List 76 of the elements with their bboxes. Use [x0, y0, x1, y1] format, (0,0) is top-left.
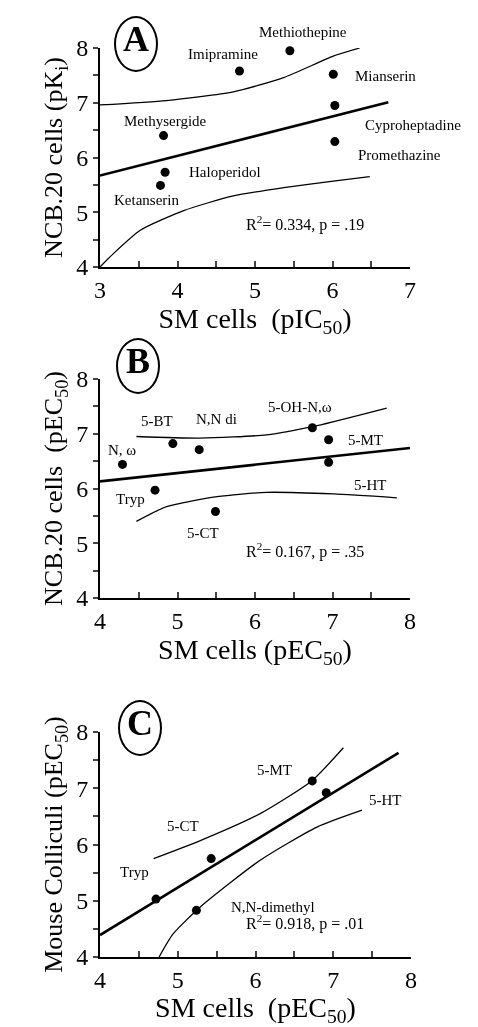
annotation: 5-CT	[187, 525, 219, 541]
annotation: Methysergide	[124, 113, 207, 129]
x-tick-label: 4	[171, 276, 184, 303]
point	[194, 445, 204, 455]
annotation: Ketanserin	[114, 192, 180, 208]
y-tick-label: 7	[76, 90, 89, 117]
annotation: Haloperidol	[189, 164, 261, 180]
y-tick-label: 8	[76, 35, 89, 62]
point	[324, 457, 334, 467]
y-tick-label: 4	[76, 254, 89, 281]
x-tick-label: 6	[249, 966, 262, 993]
y-tick-label: 6	[76, 475, 89, 502]
y-tick-label: 5	[76, 888, 89, 915]
y-tick-label: 7	[76, 421, 89, 448]
x-tick-label: 7	[404, 276, 416, 303]
y-tick-label: 6	[76, 144, 89, 171]
x-tick-label: 7	[327, 966, 340, 993]
point	[117, 459, 127, 469]
point	[285, 46, 295, 56]
point	[150, 485, 160, 495]
point	[155, 180, 165, 190]
annotation: Tryp	[116, 491, 145, 507]
point	[235, 66, 244, 76]
annotation: 5-OH-N,ω	[268, 399, 332, 415]
y-tick-label: 5	[76, 530, 89, 557]
annotation: 5-MT	[257, 762, 292, 778]
annotation: Imipramine	[188, 46, 259, 62]
annotation: Mianserin	[355, 68, 417, 84]
annotation: 5-MT	[348, 432, 383, 448]
y-tick-label: 6	[76, 831, 89, 858]
annotation: Cyproheptadine	[365, 117, 462, 133]
chart-title: C	[118, 700, 162, 756]
point	[160, 167, 170, 177]
annotation: Promethazine	[358, 147, 441, 163]
point	[210, 507, 220, 516]
point	[328, 69, 338, 79]
x-tick-label: 4	[94, 966, 106, 993]
annotation: 5-BT	[141, 413, 173, 429]
x-axis-title: SM cells (pEC$_{50}$)	[155, 992, 356, 1027]
y-tick-label: 8	[76, 719, 89, 746]
y-tick-label: 7	[76, 775, 89, 802]
annotation: R$^{2}$= 0.334, p = .19	[246, 213, 365, 234]
y-tick-label: 4	[76, 944, 89, 971]
x-tick-label: 7	[326, 607, 339, 634]
point	[168, 439, 178, 449]
point	[159, 131, 169, 141]
annotation: 5-HT	[369, 792, 402, 808]
annotation: R$^{2}$= 0.167, p = .35	[246, 540, 365, 561]
y-tick-label: 5	[76, 199, 89, 226]
x-axis-title: SM cells (pIC$_{50}$)	[158, 302, 352, 338]
line-series	[153, 747, 345, 860]
annotation: N,N-dimethyl	[231, 899, 315, 915]
annotation: 5-HT	[354, 477, 387, 493]
point	[330, 137, 340, 147]
annotation: Tryp	[120, 864, 149, 880]
annotation: N, ω	[108, 442, 137, 458]
x-tick-label: 3	[94, 276, 106, 303]
point	[324, 435, 334, 445]
x-tick-label: 6	[326, 276, 339, 303]
point	[330, 100, 340, 110]
annotation: N,N di	[196, 411, 237, 427]
x-tick-label: 4	[94, 607, 106, 634]
y-tick-label: 8	[76, 366, 89, 393]
x-tick-label: 8	[405, 966, 417, 993]
x-axis-title: SM cells (pEC$_{50}$)	[158, 633, 352, 669]
annotation: 5-CT	[167, 818, 199, 834]
x-tick-label: 6	[249, 607, 261, 634]
chart-title: A	[114, 16, 158, 72]
x-tick-label: 5	[171, 966, 184, 993]
x-tick-label: 5	[171, 607, 184, 634]
x-tick-label: 8	[404, 607, 416, 634]
x-tick-label: 5	[249, 276, 261, 303]
point	[206, 854, 216, 864]
y-tick-label: 4	[76, 585, 89, 612]
chart-title: B	[116, 338, 160, 394]
annotation: Methiothepine	[259, 24, 347, 40]
